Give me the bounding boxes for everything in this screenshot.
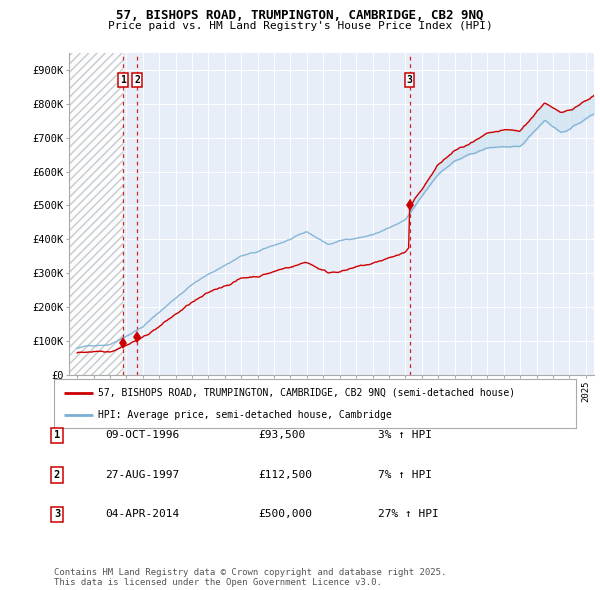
Text: HPI: Average price, semi-detached house, Cambridge: HPI: Average price, semi-detached house,… bbox=[98, 410, 392, 420]
Text: Contains HM Land Registry data © Crown copyright and database right 2025.
This d: Contains HM Land Registry data © Crown c… bbox=[54, 568, 446, 587]
Text: £112,500: £112,500 bbox=[258, 470, 312, 480]
Text: 27-AUG-1997: 27-AUG-1997 bbox=[105, 470, 179, 480]
Text: 09-OCT-1996: 09-OCT-1996 bbox=[105, 431, 179, 440]
Text: 7% ↑ HPI: 7% ↑ HPI bbox=[378, 470, 432, 480]
Text: £500,000: £500,000 bbox=[258, 510, 312, 519]
Text: 57, BISHOPS ROAD, TRUMPINGTON, CAMBRIDGE, CB2 9NQ (semi-detached house): 57, BISHOPS ROAD, TRUMPINGTON, CAMBRIDGE… bbox=[98, 388, 515, 398]
Text: 3: 3 bbox=[54, 510, 60, 519]
Text: 1: 1 bbox=[54, 431, 60, 440]
Text: 2: 2 bbox=[54, 470, 60, 480]
Text: 3% ↑ HPI: 3% ↑ HPI bbox=[378, 431, 432, 440]
Text: Price paid vs. HM Land Registry's House Price Index (HPI): Price paid vs. HM Land Registry's House … bbox=[107, 21, 493, 31]
Text: 3: 3 bbox=[407, 75, 413, 85]
Text: 2: 2 bbox=[134, 75, 140, 85]
Text: £93,500: £93,500 bbox=[258, 431, 305, 440]
Text: 1: 1 bbox=[120, 75, 125, 85]
Text: 27% ↑ HPI: 27% ↑ HPI bbox=[378, 510, 439, 519]
Text: 57, BISHOPS ROAD, TRUMPINGTON, CAMBRIDGE, CB2 9NQ: 57, BISHOPS ROAD, TRUMPINGTON, CAMBRIDGE… bbox=[116, 9, 484, 22]
Text: 04-APR-2014: 04-APR-2014 bbox=[105, 510, 179, 519]
